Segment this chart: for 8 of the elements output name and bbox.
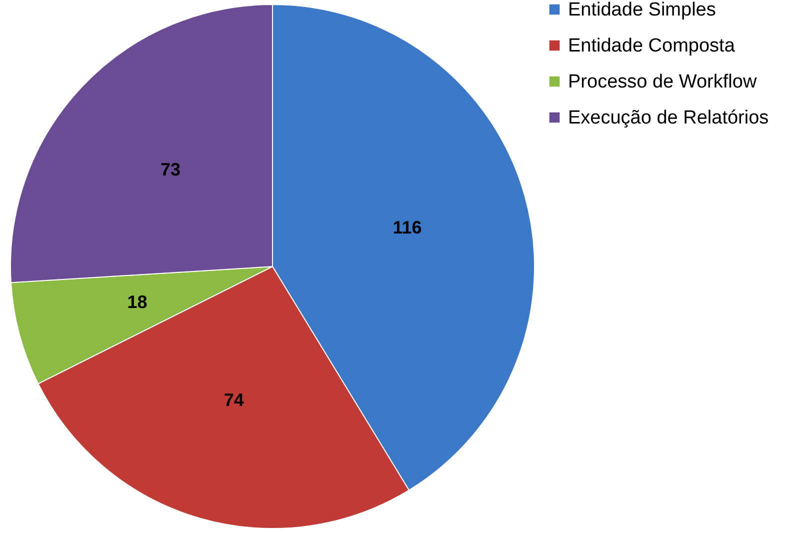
legend-label: Entidade Simples <box>568 0 716 20</box>
data-label: 74 <box>224 390 244 410</box>
data-label: 116 <box>392 218 422 238</box>
legend-label: Execução de Relatórios <box>568 108 769 128</box>
data-label: 73 <box>160 160 181 180</box>
data-label: 18 <box>127 292 148 312</box>
legend-label: Entidade Composta <box>568 36 736 56</box>
legend-label: Processo de Workflow <box>568 72 757 92</box>
